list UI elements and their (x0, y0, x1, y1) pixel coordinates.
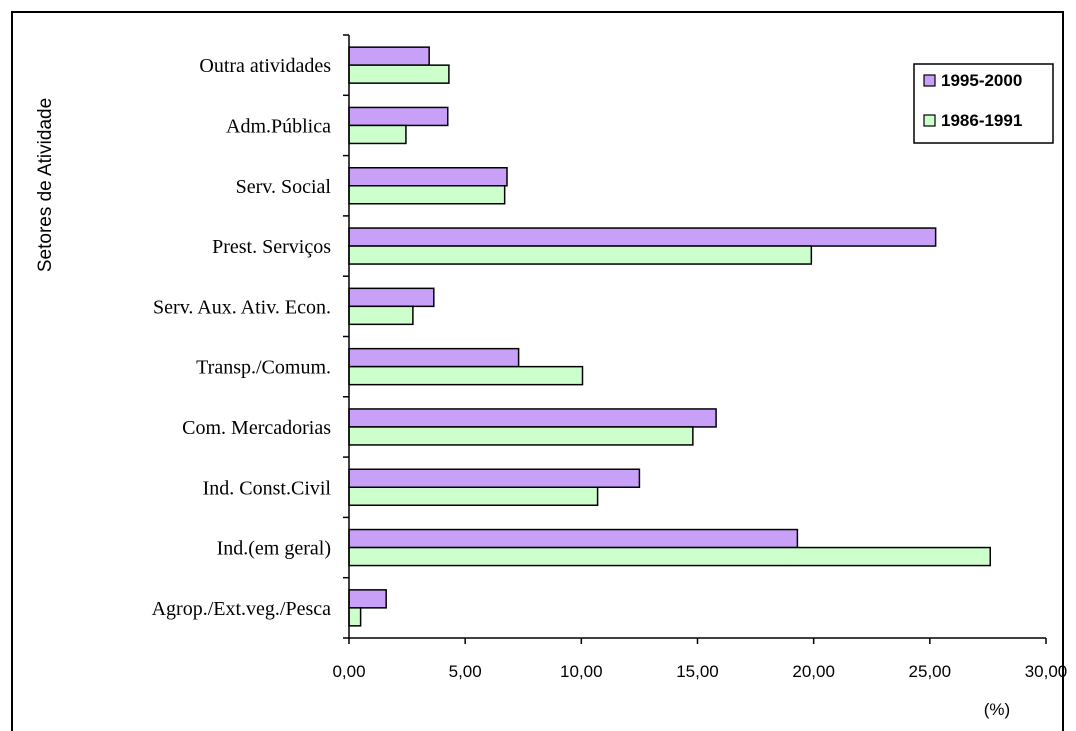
bar-series2 (348, 124, 407, 145)
category-label: Com. Mercadorias (182, 417, 331, 439)
bar-series1 (348, 408, 717, 428)
bar-series2 (348, 245, 813, 265)
bar-series1 (348, 589, 387, 609)
category-label: Serv. Social (236, 176, 332, 198)
bar-series2 (348, 305, 414, 326)
category-label: Ind.(em geral) (217, 538, 331, 560)
chart-frame (11, 11, 1064, 731)
bar-series1 (348, 287, 435, 308)
category-label: Prest. Serviços (212, 236, 331, 258)
bar-series2 (348, 426, 694, 446)
legend-swatch (923, 114, 936, 127)
bar-series2 (348, 607, 362, 627)
category-label: Outra atividades (199, 55, 331, 77)
bar-series1 (348, 46, 430, 66)
category-label: Adm.Pública (226, 115, 331, 137)
category-label: Ind. Const.Civil (203, 477, 332, 499)
x-tick-label: 10,00 (560, 662, 603, 681)
legend-swatch (923, 74, 936, 87)
bar-series1 (348, 227, 937, 247)
x-tick-label: 20,00 (792, 662, 835, 681)
bar-series1 (348, 528, 799, 549)
bar-series1 (348, 167, 508, 187)
bar-series2 (348, 365, 584, 386)
x-tick-label: 30,00 (1025, 662, 1068, 681)
bar-series2 (348, 546, 991, 567)
legend-label: 1995-2000 (941, 71, 1022, 90)
bar-series2 (348, 64, 450, 84)
x-tick-label: 5,00 (449, 662, 482, 681)
x-tick-label: 0,00 (332, 662, 365, 681)
legend-label: 1986-1991 (941, 111, 1022, 130)
bar-series2 (348, 486, 599, 506)
category-label: Serv. Aux. Ativ. Econ. (153, 296, 331, 318)
x-tick-label: 15,00 (676, 662, 719, 681)
bar-series2 (348, 185, 506, 205)
category-label: Transp./Comum. (196, 357, 331, 379)
bar-series1 (348, 347, 520, 368)
x-axis-unit: (%) (984, 700, 1010, 719)
y-axis-title: Setores de Atividade (35, 98, 56, 272)
x-tick-label: 25,00 (909, 662, 952, 681)
bar-series1 (348, 468, 641, 488)
legend-box (913, 63, 1054, 144)
bar-series1 (348, 106, 449, 127)
category-label: Agrop./Ext.veg./Pesca (152, 598, 332, 620)
